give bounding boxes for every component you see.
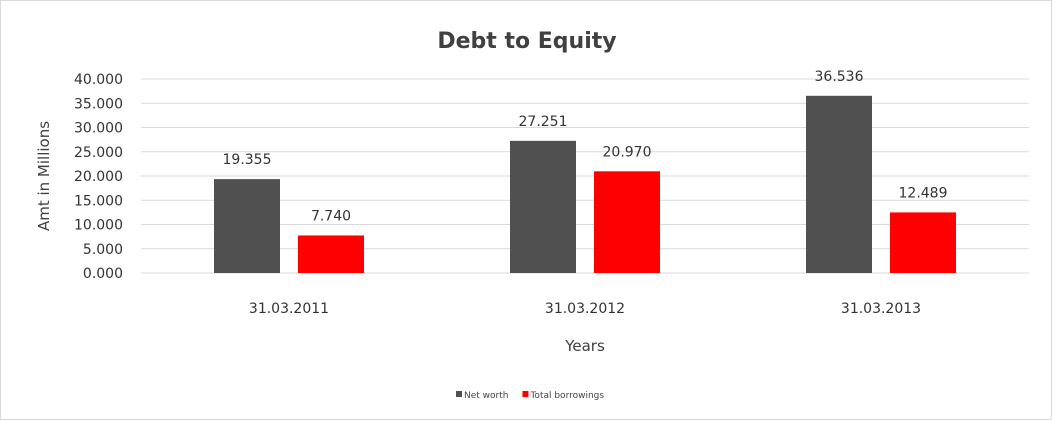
legend-swatch [522, 391, 529, 397]
y-tick-label: 0.000 [83, 266, 123, 282]
x-tick-label: 31.03.2013 [841, 301, 921, 317]
bar-total-borrowings [594, 171, 660, 273]
x-tick-label: 31.03.2012 [545, 301, 625, 317]
y-tick-label: 40.000 [74, 72, 123, 88]
y-tick-label: 35.000 [74, 96, 123, 112]
y-tick-label: 10.000 [74, 218, 123, 234]
y-tick-label: 15.000 [74, 193, 123, 209]
x-tick-label: 31.03.2011 [249, 301, 329, 317]
legend-label: Total borrowings [529, 391, 604, 401]
data-label: 19.355 [223, 152, 272, 168]
bar-net-worth [510, 140, 576, 273]
y-tick-label: 5.000 [83, 242, 123, 258]
data-label: 36.536 [815, 69, 864, 85]
data-label: 27.251 [519, 114, 568, 130]
data-label: 7.740 [311, 208, 351, 224]
data-label: 12.489 [899, 185, 948, 201]
legend-swatch [456, 391, 462, 397]
legend-label: Net worth [464, 391, 508, 401]
data-label: 20.970 [603, 144, 652, 160]
bar-net-worth [806, 95, 872, 273]
bar-net-worth [214, 179, 280, 273]
y-tick-label: 25.000 [74, 145, 123, 161]
y-tick-label: 30.000 [74, 121, 123, 137]
x-axis-label: Years [564, 337, 605, 355]
y-axis-label: Amt in Millions [35, 121, 53, 231]
chart-title: Debt to Equity [437, 29, 616, 54]
y-tick-label: 20.000 [74, 169, 123, 185]
bar-total-borrowings [890, 212, 956, 273]
bar-total-borrowings [298, 235, 364, 273]
